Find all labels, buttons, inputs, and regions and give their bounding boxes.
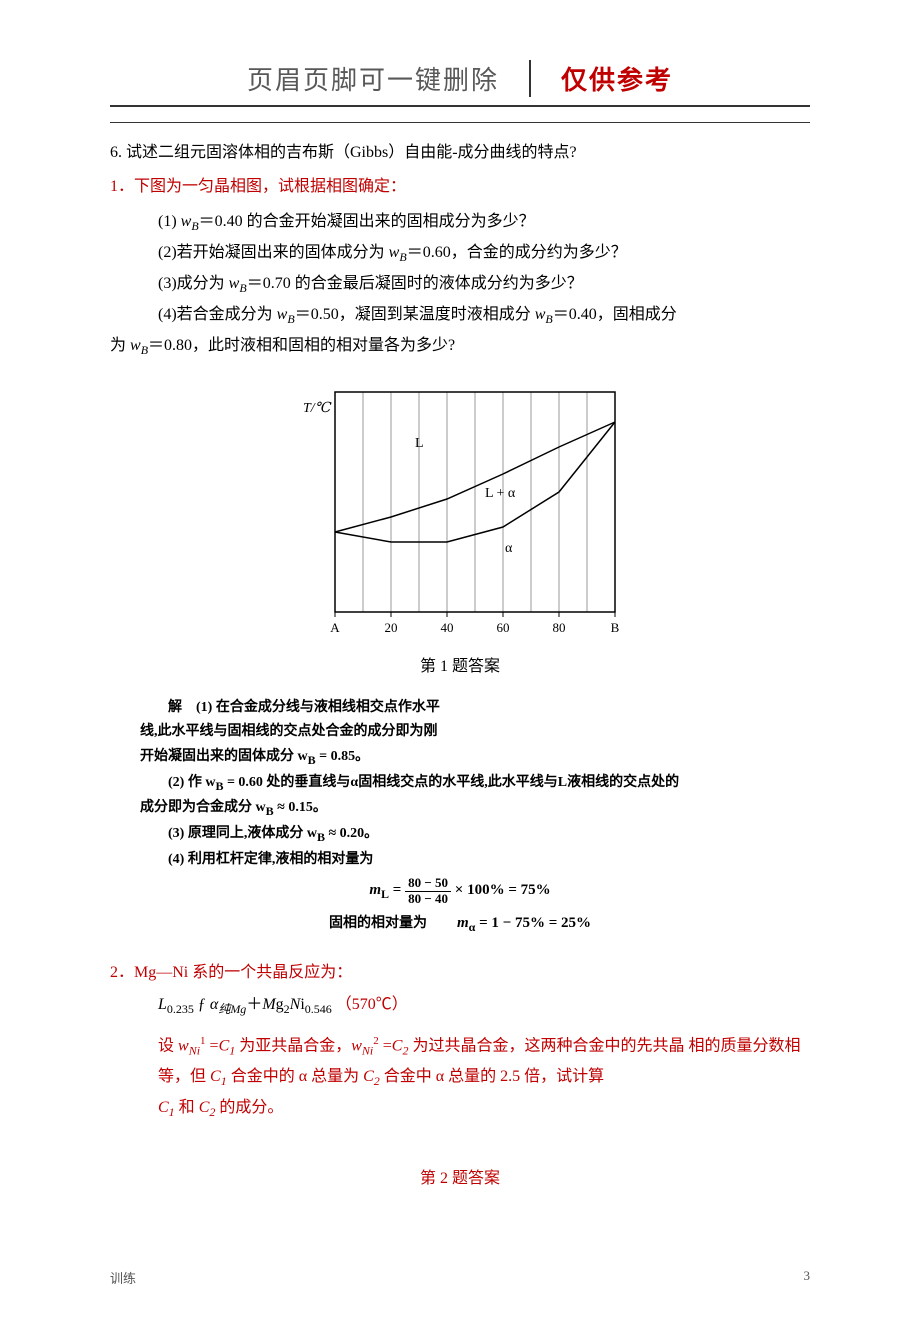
footer-right: 3 (804, 1268, 811, 1287)
phase-diagram-svg: L L + α α T/℃ A 20 40 60 80 B (295, 382, 625, 642)
svg-text:L: L (415, 436, 424, 451)
sol-line7: (4) 利用杠杆定律,液相的相对量为 (140, 848, 780, 873)
header-divider-thin (110, 122, 810, 123)
solution-block: 解 (1) 在合金成分线与液相线相交点作水平 线,此水平线与固相线的交点处合金的… (140, 696, 780, 938)
svg-text:60: 60 (497, 620, 510, 635)
phase-diagram-chart: L L + α α T/℃ A 20 40 60 80 B (110, 382, 810, 642)
sol-line5: 成分即为合金成分 wB ≈ 0.15。 (140, 796, 780, 822)
svg-text:20: 20 (385, 620, 398, 635)
question-6: 6. 试述二组元固溶体相的吉布斯（Gibbs）自由能-成分曲线的特点? (110, 138, 810, 168)
q1-part2: (2)若开始凝固出来的固体成分为 wB＝0.60，合金的成分约为多少？ (110, 238, 810, 269)
sol-line3: 开始凝固出来的固体成分 wB = 0.85。 (140, 745, 780, 771)
svg-text:L + α: L + α (485, 486, 516, 501)
q1-part4a: (4)若合金成分为 wB＝0.50，凝固到某温度时液相成分 wB＝0.40，固相… (110, 300, 810, 331)
question-2-title: 2．Mg—Ni 系的一个共晶反应为： (110, 958, 810, 982)
header-right-text: 仅供参考 (529, 60, 673, 97)
header-divider-thick (110, 105, 810, 107)
sol-line2: 线,此水平线与固相线的交点处合金的成分即为刚 (140, 720, 780, 745)
math-eq-2-row: 固相的相对量为 mα = 1 − 75% = 25% (140, 910, 780, 938)
answer-1-caption: 第 1 题答案 (110, 652, 810, 676)
answer-2-caption: 第 2 题答案 (110, 1164, 810, 1188)
svg-text:B: B (611, 620, 620, 635)
q1-part3: (3)成分为 wB＝0.70 的合金最后凝固时的液体成分约为多少？ (110, 269, 810, 300)
svg-text:40: 40 (441, 620, 454, 635)
question-1-title: 1．下图为一匀晶相图，试根据相图确定： (110, 172, 810, 202)
svg-text:80: 80 (553, 620, 566, 635)
sol-line8: 固相的相对量为 (329, 912, 427, 937)
sol-line6: (3) 原理同上,液体成分 wB ≈ 0.20。 (140, 822, 780, 848)
page-footer: 训练 3 (110, 1268, 810, 1287)
footer-left: 训练 (110, 1268, 136, 1287)
header-left-text: 页眉页脚可一键删除 (247, 60, 499, 97)
q1-part4b: 为 wB＝0.80，此时液相和固相的相对量各为多少? (110, 331, 810, 362)
svg-text:α: α (505, 541, 513, 556)
svg-text:T/℃: T/℃ (303, 401, 332, 416)
svg-text:A: A (330, 620, 340, 635)
question-2-equation: L0.235 ƒ α纯Mg＋Mg2Ni0.546 （570℃） (110, 990, 810, 1017)
q1-part1: (1) wB＝0.40 的合金开始凝固出来的固相成分为多少？ (110, 207, 810, 238)
math-eq-1: mL = 80 − 5080 − 40 × 100% = 75% (140, 876, 780, 906)
question-2-body: 设 wNi1 =C1 为亚共晶合金，wNi2 =C2 为过共晶合金，这两种合金中… (110, 1031, 810, 1124)
sol-line1: 解 (1) 在合金成分线与液相线相交点作水平 (140, 696, 780, 721)
sol-line4: (2) 作 wB = 0.60 处的垂直线与α固相线交点的水平线,此水平线与L液… (140, 771, 780, 797)
page-header: 页眉页脚可一键删除 仅供参考 (110, 60, 810, 97)
